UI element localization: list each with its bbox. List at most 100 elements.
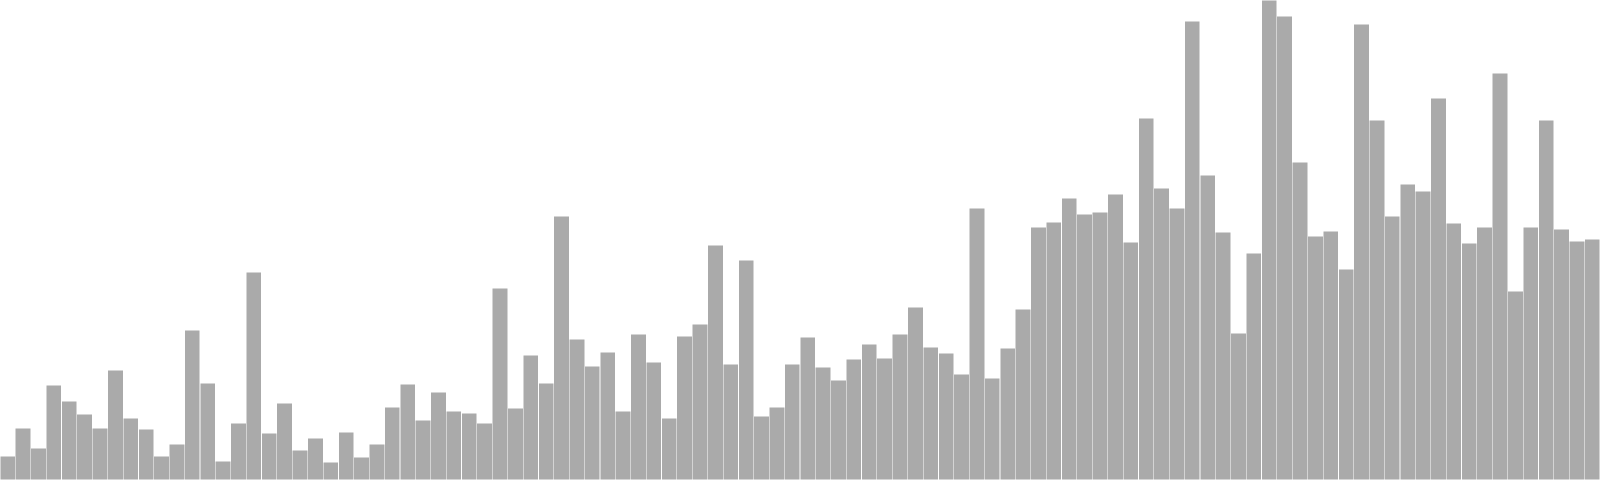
bar-11 (153, 455, 170, 480)
bar-86 (1307, 235, 1324, 480)
bar-89 (1353, 23, 1370, 480)
bar-25 (368, 443, 385, 480)
bar-15 (215, 460, 232, 480)
bar-1 (0, 455, 16, 480)
bar-52 (784, 363, 801, 480)
bar-90 (1368, 119, 1385, 480)
bar-34 (507, 407, 524, 480)
bar-48 (722, 363, 739, 480)
bar-27 (399, 383, 416, 480)
bar-37 (553, 215, 570, 480)
bar-40 (599, 351, 616, 480)
bar-83 (1261, 0, 1278, 480)
bar-5 (61, 400, 78, 480)
bar-6 (76, 413, 93, 480)
bar-73 (1107, 193, 1124, 480)
bar-46 (692, 323, 708, 480)
bar-66 (999, 347, 1016, 480)
bar-95 (1445, 222, 1462, 480)
bar-4 (45, 384, 62, 480)
bar-29 (430, 391, 447, 480)
bar-47 (707, 244, 724, 480)
bar-43 (645, 361, 662, 480)
bar-33 (492, 287, 508, 480)
bar-77 (1168, 207, 1185, 480)
bar-65 (984, 377, 1001, 480)
bar-8 (107, 369, 124, 480)
bar-80 (1215, 231, 1232, 480)
bar-93 (1415, 190, 1432, 480)
bar-79 (1199, 174, 1216, 480)
bar-3 (30, 447, 47, 480)
bar-2 (15, 427, 32, 480)
bar-7 (92, 427, 108, 480)
bar-61 (922, 346, 939, 480)
bar-99 (1507, 290, 1524, 480)
bar-54 (815, 366, 832, 480)
bar-24 (353, 456, 370, 480)
bar-56 (845, 358, 862, 480)
bar-14 (199, 382, 216, 480)
bar-92 (1399, 183, 1416, 480)
bar-41 (615, 410, 632, 480)
bar-64 (968, 207, 985, 480)
bar-58 (876, 357, 893, 480)
bar-10 (138, 428, 155, 480)
bar-39 (584, 365, 601, 480)
bar-67 (1015, 308, 1032, 480)
bar-19 (276, 402, 293, 480)
bar-103 (1568, 240, 1585, 480)
bar-94 (1430, 97, 1447, 480)
bar-16 (230, 422, 247, 480)
bar-102 (1553, 228, 1570, 480)
bar-28 (415, 419, 432, 480)
bar-26 (384, 406, 401, 480)
bar-9 (122, 417, 139, 480)
bar-76 (1153, 187, 1170, 480)
bar-62 (938, 352, 955, 480)
bar-81 (1230, 332, 1247, 480)
bar-69 (1045, 221, 1062, 480)
bar-100 (1522, 226, 1539, 480)
bar-97 (1476, 226, 1493, 480)
bar-60 (907, 306, 924, 480)
bar-91 (1384, 215, 1401, 480)
bar-32 (476, 422, 493, 480)
bar-82 (1245, 252, 1262, 480)
bar-22 (322, 461, 339, 480)
bar-12 (168, 443, 185, 480)
bar-70 (1061, 197, 1078, 480)
bar-23 (338, 431, 355, 480)
bar-53 (799, 336, 816, 480)
bar-35 (522, 354, 539, 480)
bar-18 (261, 432, 278, 480)
bar-101 (1538, 119, 1555, 480)
bar-57 (861, 343, 878, 480)
bar-72 (1092, 211, 1108, 480)
bar-36 (538, 382, 555, 480)
bar-38 (568, 338, 585, 480)
bar-75 (1138, 117, 1155, 480)
bar-42 (630, 333, 647, 480)
bar-13 (184, 329, 201, 480)
bar-17 (245, 271, 262, 480)
bar-31 (461, 412, 478, 480)
bar-88 (1338, 268, 1355, 480)
bar-20 (292, 449, 308, 480)
bar-96 (1461, 242, 1478, 480)
bar-68 (1030, 226, 1047, 480)
bar-21 (307, 437, 324, 480)
bar-55 (830, 379, 847, 480)
bar-85 (1292, 161, 1308, 480)
bar-104 (1584, 238, 1600, 480)
bar-74 (1122, 241, 1139, 480)
bar-51 (768, 406, 785, 480)
bar-87 (1322, 230, 1339, 480)
bar-30 (445, 410, 462, 480)
bar-45 (676, 335, 693, 480)
bar-71 (1076, 213, 1093, 480)
bar-59 (892, 333, 908, 480)
bar-44 (661, 417, 678, 480)
